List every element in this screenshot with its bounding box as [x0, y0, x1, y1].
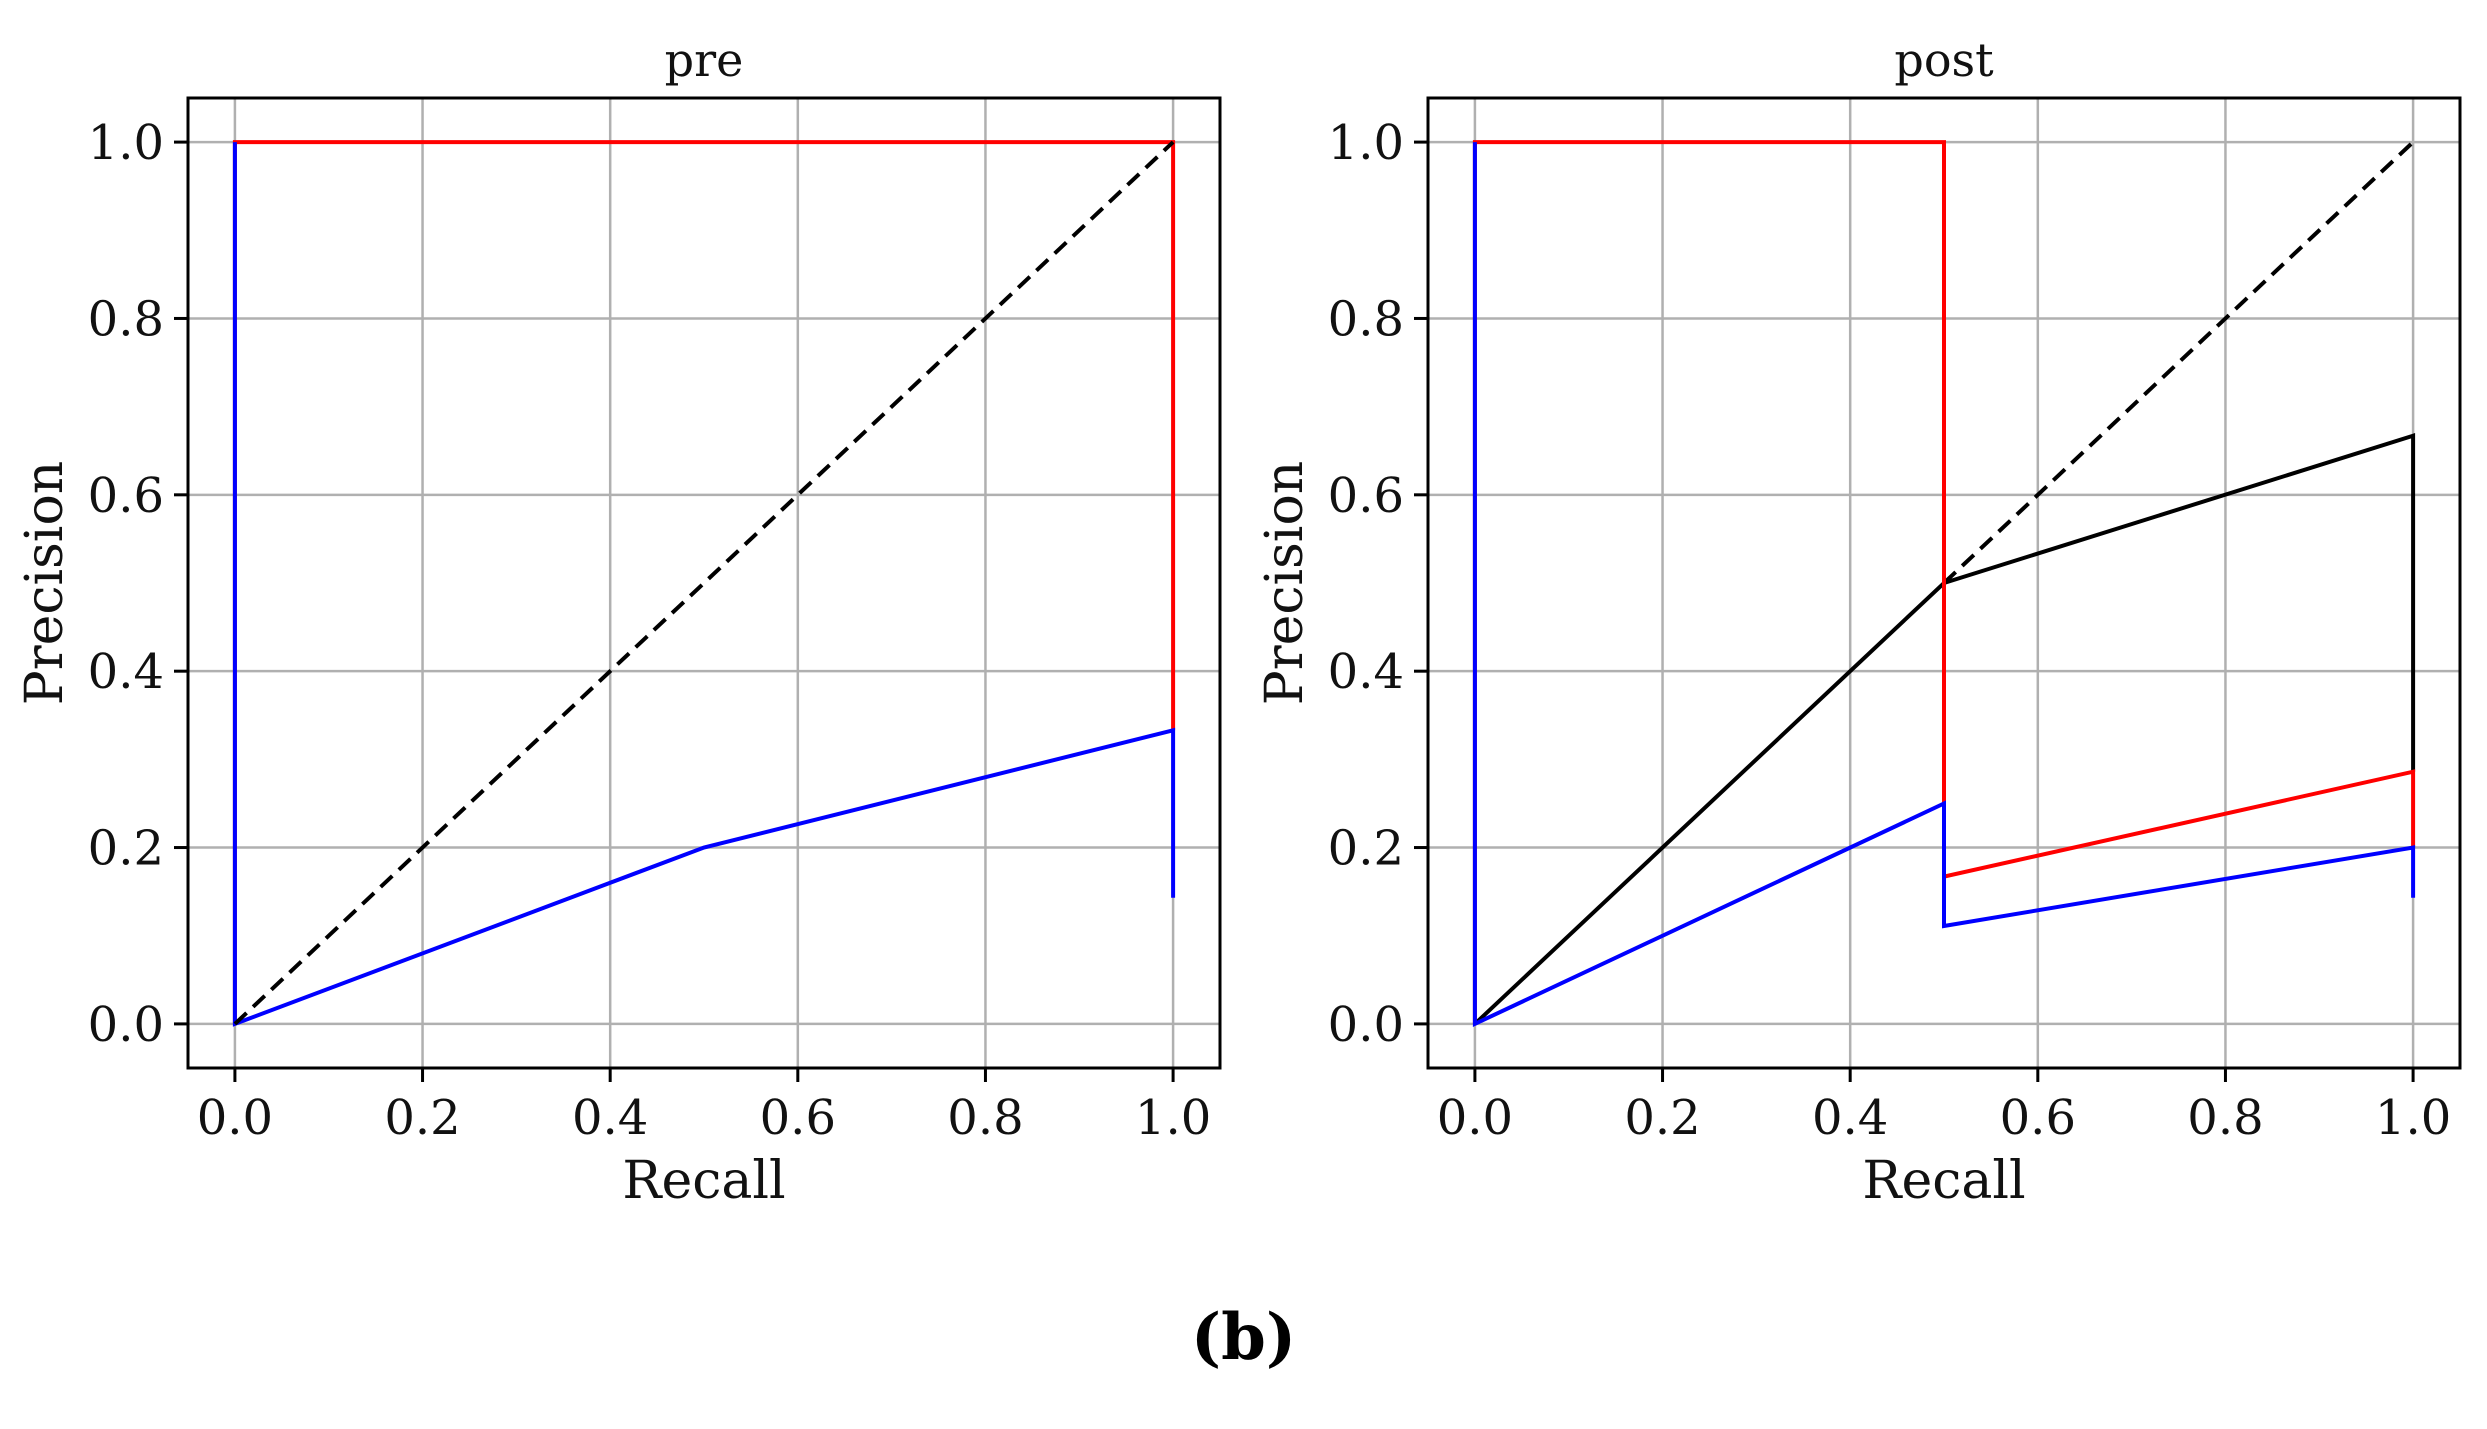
x-axis-label: Recall: [622, 1151, 785, 1211]
y-tick-label: 0.6: [88, 468, 164, 524]
panel-title: pre: [665, 33, 744, 87]
y-tick-label: 0.2: [88, 821, 164, 877]
dashed-diagonal-line: [233, 140, 1175, 1026]
y-tick-label: 0.0: [1328, 997, 1404, 1053]
y-tick-label: 0.2: [1328, 821, 1404, 877]
x-tick-label: 1.0: [2375, 1090, 2451, 1146]
panel-pre: 0.0 0.2 0.4 0.6 0.8 1.0 0.0 0.2 0.4 0.6 0.8 1.0 pre R…: [15, 33, 1222, 1211]
red-series-line: [232, 140, 1176, 1024]
x-tick-label: 1.0: [1135, 1090, 1211, 1146]
plot-frame: [1426, 96, 2462, 1070]
y-axis-label: Precision: [15, 461, 75, 706]
panel-title: post: [1894, 33, 1994, 87]
blue-series-line: [232, 142, 1176, 1027]
x-tick-label: 0.4: [572, 1090, 648, 1146]
x-tick-label: 0.8: [947, 1090, 1023, 1146]
figure-caption: (b): [1190, 1300, 1297, 1375]
x-tick-label: 0.0: [197, 1090, 273, 1146]
x-tick-label: 0.4: [1812, 1090, 1888, 1146]
y-tick-label: 0.8: [1328, 291, 1404, 347]
panel-post: 0.0 0.2 0.4 0.6 0.8 1.0 0.0 0.2 0.4 0.6 0.8 1.0 post…: [1255, 33, 2462, 1211]
black-series-line: [1473, 432, 2416, 1026]
x-tick-label: 0.6: [2000, 1090, 2076, 1146]
plot-frame: [186, 96, 1222, 1070]
x-tick-label: 0.6: [760, 1090, 836, 1146]
x-tick-label: 0.2: [384, 1090, 460, 1146]
y-tick-label: 0.4: [88, 644, 164, 700]
dashed-diagonal-line: [1942, 140, 2415, 585]
y-tick-label: 0.4: [1328, 644, 1404, 700]
y-tick-label: 0.8: [88, 291, 164, 347]
x-tick-label: 0.8: [2187, 1090, 2263, 1146]
x-tick-label: 0.0: [1437, 1090, 1513, 1146]
y-tick-label: 0.6: [1328, 468, 1404, 524]
y-tick-label: 0.0: [88, 997, 164, 1053]
x-axis-label: Recall: [1862, 1151, 2025, 1211]
x-tick-label: 0.2: [1624, 1090, 1700, 1146]
y-tick-label: 1.0: [1328, 115, 1404, 171]
y-tick-label: 1.0: [88, 115, 164, 171]
blue-series-line: [1472, 142, 2416, 1028]
y-axis-label: Precision: [1255, 461, 1315, 706]
